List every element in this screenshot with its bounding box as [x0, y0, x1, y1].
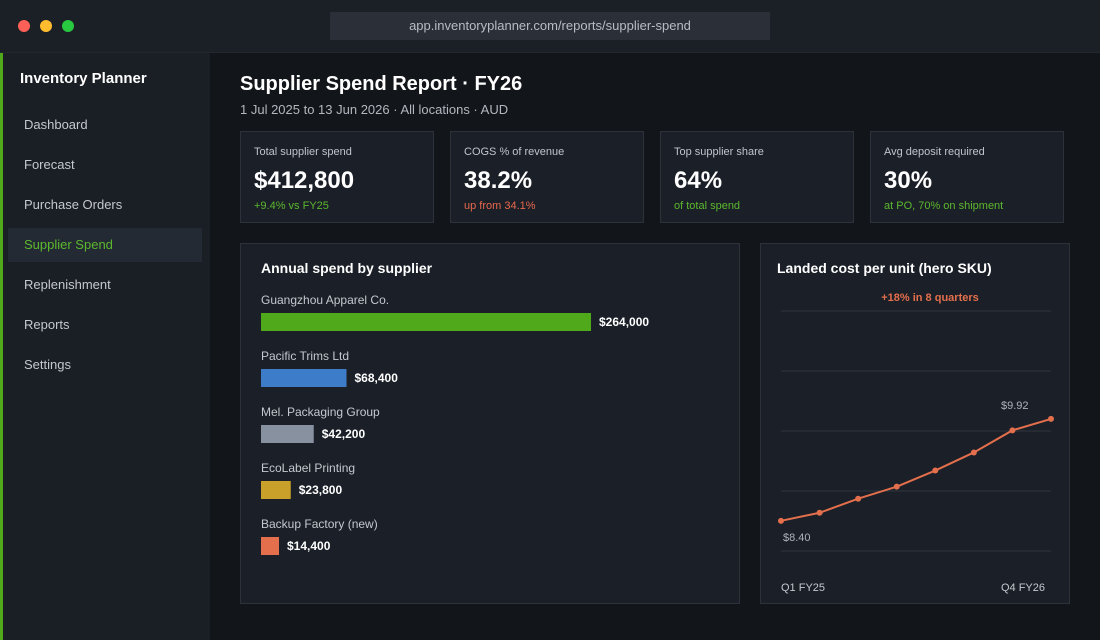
data-point	[893, 483, 900, 490]
kpi-value: 38.2%	[464, 167, 533, 194]
kpi-note: up from 34.1%	[464, 200, 536, 212]
value-label: $14,400	[287, 539, 331, 553]
kpi-label: Total supplier spend	[254, 146, 352, 158]
kpi-card: COGS % of revenue 38.2% up from 34.1%	[450, 131, 644, 223]
kpi-value: $412,800	[254, 167, 355, 194]
value-label: $68,400	[355, 371, 399, 385]
kpi-note: of total spend	[674, 200, 741, 212]
nav-item[interactable]: Settings	[24, 357, 71, 372]
kpi-value: 30%	[884, 167, 933, 194]
maximize-button[interactable]	[62, 20, 74, 32]
kpi-note: +9.4% vs FY25	[254, 200, 329, 212]
nav-item[interactable]: Forecast	[24, 157, 75, 172]
line-chart-panel: Landed cost per unit (hero SKU) +18% in 8…	[760, 243, 1070, 604]
data-point	[855, 495, 862, 502]
kpi-label: COGS % of revenue	[464, 146, 565, 158]
nav-item[interactable]: Replenishment	[24, 277, 111, 292]
line-series	[780, 417, 1052, 522]
url-bar[interactable]: app.inventoryplanner.com/reports/supplie…	[330, 12, 770, 40]
bar-chart-panel: Annual spend by supplier Guangzhou Appare…	[240, 243, 740, 604]
category-label: Mel. Packaging Group	[261, 405, 380, 419]
data-point	[778, 517, 784, 524]
nav-item[interactable]: Dashboard	[24, 117, 88, 132]
value-label: $23,800	[299, 483, 343, 497]
close-button[interactable]	[18, 20, 30, 32]
data-point	[932, 467, 939, 474]
minimize-button[interactable]	[40, 20, 52, 32]
nav-item[interactable]: Reports	[24, 317, 70, 332]
category-label: EcoLabel Printing	[261, 461, 355, 475]
kpi-value: 64%	[674, 167, 723, 194]
nav-item[interactable]: Supplier Spend	[8, 228, 202, 262]
kpi-card: Total supplier spend $412,800 +9.4% vs FY2…	[240, 131, 434, 223]
chart-title: Annual spend by supplier	[261, 260, 433, 276]
data-point	[816, 509, 823, 516]
page-title: Supplier Spend Report · FY26	[240, 73, 523, 95]
data-point	[1048, 415, 1054, 422]
bar	[261, 481, 291, 499]
page-subtitle: 1 Jul 2025 to 13 Jun 2026 · All location…	[240, 102, 509, 117]
value-label: $8.40	[783, 532, 811, 544]
bar	[261, 369, 347, 387]
value-label: $9.92	[1001, 400, 1029, 412]
kpi-label: Top supplier share	[674, 146, 764, 158]
category-label: Backup Factory (new)	[261, 517, 378, 531]
kpi-card: Avg deposit required 30% at PO, 70% on shi…	[870, 131, 1064, 223]
sidebar: Inventory Planner Dashboard Forecast Purch…	[0, 53, 210, 640]
kpi-card: Top supplier share 64% of total spend	[660, 131, 854, 223]
nav-item[interactable]: Purchase Orders	[24, 197, 123, 212]
x-tick-label: Q1 FY25	[781, 582, 825, 594]
annotation: +18% in 8 quarters	[881, 292, 979, 304]
category-label: Guangzhou Apparel Co.	[261, 293, 389, 307]
category-label: Pacific Trims Ltd	[261, 349, 349, 363]
value-label: $42,200	[322, 427, 366, 441]
x-tick-label: Q4 FY26	[1001, 582, 1045, 594]
bar	[261, 425, 314, 443]
bar	[261, 313, 591, 331]
bar	[261, 537, 279, 555]
kpi-note: at PO, 70% on shipment	[884, 200, 1004, 212]
brand: Inventory Planner	[20, 70, 147, 87]
chart-title: Landed cost per unit (hero SKU)	[777, 260, 992, 276]
browser-bar: app.inventoryplanner.com/reports/supplie…	[0, 0, 1100, 53]
value-label: $264,000	[599, 315, 649, 329]
data-point	[970, 449, 977, 456]
kpi-label: Avg deposit required	[884, 146, 985, 158]
data-point	[1009, 427, 1016, 434]
